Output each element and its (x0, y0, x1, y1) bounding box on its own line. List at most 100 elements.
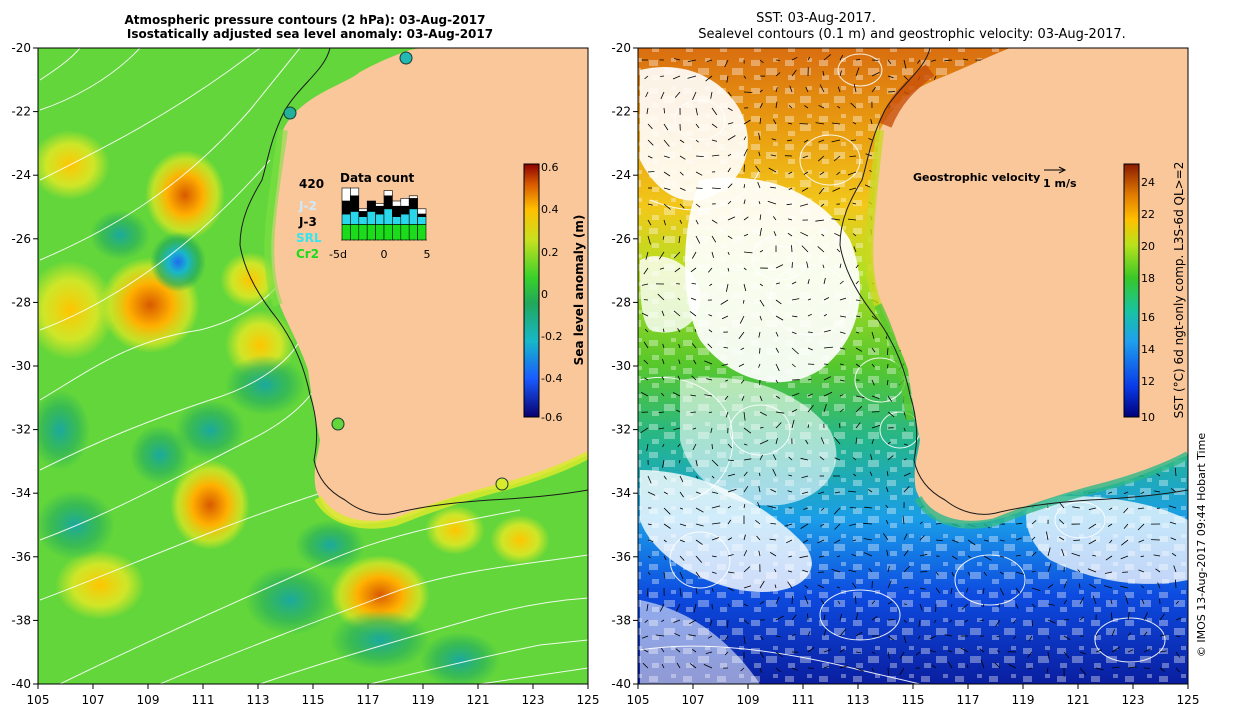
velocity-arrow (647, 475, 652, 484)
sst-colorbar-gradient (1123, 163, 1140, 418)
velocity-arrow (743, 75, 747, 79)
velocity-arrow (663, 523, 671, 529)
velocity-arrow (743, 411, 746, 421)
velocity-arrow (663, 328, 665, 333)
left-map (38, 48, 588, 684)
data-count-bar-j2 (400, 198, 410, 207)
y-tick-label: -24 (11, 168, 31, 182)
velocity-arrow (661, 376, 665, 381)
velocity-arrow (836, 248, 841, 253)
velocity-arrow (871, 347, 876, 353)
velocity-arrow (902, 515, 905, 525)
velocity-arrow (727, 603, 731, 608)
velocity-arrow (1047, 635, 1050, 640)
velocity-arrow (868, 138, 873, 141)
velocity-arrow (855, 363, 861, 368)
data-count-bar-j2 (350, 187, 360, 197)
velocity-arrow (1089, 583, 1097, 589)
velocity-arrow (1169, 521, 1177, 525)
velocity-arrow (679, 171, 684, 176)
velocity-arrow (692, 443, 697, 451)
velocity-arrow (788, 171, 793, 175)
velocity-arrow (772, 216, 777, 221)
sst-colorbar-label: SST (°C) 6d ngt-only comp. L3S-6d QL>=2 (1172, 162, 1186, 419)
y-tick-label: -34 (611, 486, 631, 500)
velocity-arrow (850, 102, 857, 109)
velocity-arrow (695, 171, 703, 176)
velocity-arrow (853, 473, 857, 477)
velocity-arrow (643, 267, 649, 275)
velocity-arrow (1095, 667, 1104, 671)
velocity-arrow (887, 395, 893, 402)
velocity-arrow (1015, 587, 1021, 594)
velocity-arrow (834, 232, 841, 237)
velocity-arrow (775, 363, 780, 372)
velocity-arrow (848, 490, 857, 493)
velocity-arrow (871, 667, 874, 672)
velocity-arrow (775, 438, 778, 445)
velocity-arrow (964, 619, 969, 623)
velocity-arrow (769, 538, 777, 541)
velocity-arrow (823, 314, 827, 317)
velocity-arrow (1137, 523, 1145, 531)
velocity-arrow (1079, 597, 1085, 605)
velocity-arrow (870, 454, 873, 461)
data-count-bar-cr2 (400, 224, 410, 241)
velocity-arrow (661, 392, 665, 397)
velocity-arrow (691, 375, 697, 381)
velocity-arrow (643, 341, 649, 349)
velocity-arrow (1107, 523, 1113, 527)
velocity-arrow (743, 251, 753, 254)
velocity-arrow (775, 347, 780, 353)
data-count-bar-srl (366, 211, 376, 225)
velocity-arrow (815, 122, 825, 125)
velocity-arrow (1088, 523, 1097, 530)
velocity-arrow (882, 533, 889, 541)
velocity-arrow (689, 619, 697, 625)
velocity-arrow (787, 581, 793, 589)
velocity-arrow (743, 427, 752, 434)
velocity-arrow (661, 310, 665, 317)
velocity-arrow (1110, 599, 1113, 605)
velocity-arrow (919, 571, 928, 573)
y-tick-label: -20 (611, 41, 631, 55)
velocity-arrow (759, 227, 762, 237)
velocity-arrow (759, 395, 763, 402)
velocity-arrow (871, 439, 874, 445)
velocity-arrow (1063, 599, 1068, 605)
velocity-arrow (791, 315, 798, 318)
velocity-arrow (673, 310, 681, 317)
velocity-arrow (743, 585, 752, 589)
velocity-arrow (770, 154, 777, 157)
x-tick-label: 123 (522, 693, 545, 707)
velocity-arrow (757, 182, 761, 189)
velocity-arrow (852, 582, 857, 589)
velocity-arrow (663, 507, 671, 515)
velocity-arrow (645, 251, 649, 260)
velocity-arrow (711, 219, 718, 224)
x-tick-label: 107 (82, 693, 105, 707)
velocity-arrow (870, 118, 873, 125)
velocity-arrow (1153, 490, 1161, 493)
velocity-arrow (791, 69, 797, 77)
y-tick-label: -30 (611, 359, 631, 373)
velocity-arrow (791, 298, 800, 301)
velocity-arrow (1125, 595, 1129, 605)
velocity-arrow (727, 235, 733, 240)
velocity-arrow (727, 519, 732, 525)
sla-anomaly (38, 490, 115, 560)
velocity-arrow (1138, 569, 1145, 573)
velocity-arrow (710, 91, 713, 99)
sla-anomaly (170, 460, 250, 550)
velocity-arrow (679, 155, 686, 160)
velocity-arrow (807, 298, 812, 301)
velocity-arrow (903, 533, 908, 541)
velocity-arrow (887, 651, 890, 659)
y-tick-label: -22 (11, 105, 31, 119)
velocity-arrow (949, 619, 953, 623)
x-tick-label: 121 (467, 693, 490, 707)
velocity-arrow (706, 59, 713, 63)
velocity-arrow (759, 283, 764, 287)
velocity-arrow (784, 523, 793, 527)
velocity-arrow (999, 539, 1005, 542)
